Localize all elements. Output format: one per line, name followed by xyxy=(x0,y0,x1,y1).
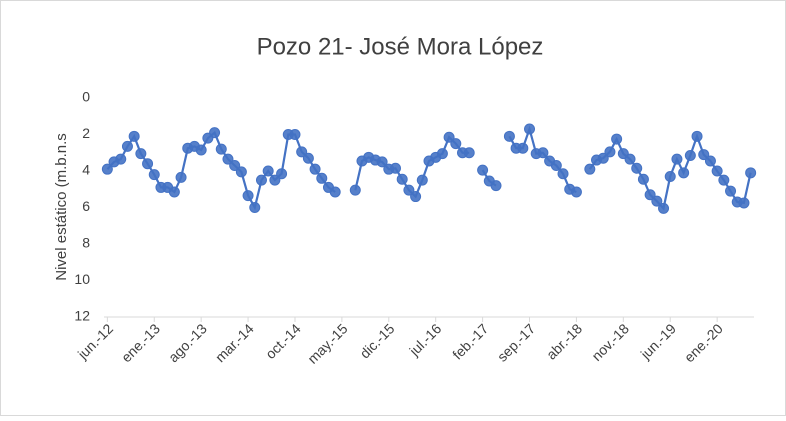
y-tick-label: 12 xyxy=(74,308,90,324)
data-point xyxy=(684,149,696,161)
data-point xyxy=(168,186,180,198)
data-point xyxy=(255,174,267,186)
y-tick-label: 6 xyxy=(82,198,90,214)
data-point xyxy=(477,164,489,176)
data-point xyxy=(209,127,221,139)
data-point xyxy=(678,167,690,179)
data-point xyxy=(651,195,663,207)
data-point xyxy=(711,165,723,177)
data-point xyxy=(121,140,133,152)
data-point xyxy=(611,133,623,145)
data-point xyxy=(557,168,569,180)
data-point xyxy=(604,146,616,158)
data-point xyxy=(443,131,455,143)
data-point xyxy=(584,163,596,175)
y-axis-title: Nivel estático (m.b.n.s xyxy=(53,133,70,281)
data-point xyxy=(745,167,757,179)
data-point xyxy=(570,186,582,198)
data-point xyxy=(148,169,160,181)
data-point xyxy=(316,172,328,184)
data-point xyxy=(410,191,422,203)
data-point xyxy=(597,152,609,164)
data-point xyxy=(329,186,341,198)
data-point xyxy=(691,130,703,142)
data-point xyxy=(142,158,154,170)
data-point xyxy=(135,148,147,160)
y-tick-label: 0 xyxy=(82,89,90,105)
data-point xyxy=(450,138,462,150)
data-point xyxy=(249,202,261,213)
y-tick-label: 8 xyxy=(82,235,90,251)
data-point xyxy=(302,152,314,164)
data-point xyxy=(537,147,549,159)
data-point xyxy=(175,171,187,183)
data-point xyxy=(436,148,448,160)
data-point xyxy=(309,163,321,175)
data-point xyxy=(215,143,227,155)
data-point xyxy=(349,184,361,196)
data-point xyxy=(376,156,388,168)
y-tick-label: 10 xyxy=(74,271,90,287)
data-point xyxy=(296,146,308,158)
data-point xyxy=(289,129,301,140)
data-point xyxy=(115,153,127,165)
data-point xyxy=(631,162,643,174)
data-point xyxy=(550,160,562,172)
data-point xyxy=(637,173,649,185)
data-point xyxy=(718,174,730,186)
data-point xyxy=(416,174,428,186)
data-point xyxy=(704,155,716,167)
data-point xyxy=(262,165,274,177)
data-point xyxy=(517,142,529,154)
data-point xyxy=(403,184,415,196)
data-point xyxy=(128,130,140,142)
data-point xyxy=(276,168,288,180)
data-point xyxy=(269,174,281,186)
data-point xyxy=(463,147,475,159)
data-point xyxy=(195,144,207,156)
data-point xyxy=(396,173,408,185)
data-point xyxy=(490,180,502,192)
data-point xyxy=(725,185,737,197)
y-tick-label: 2 xyxy=(82,125,90,141)
data-point xyxy=(101,163,113,175)
data-point xyxy=(671,153,683,165)
data-point xyxy=(222,153,234,165)
data-point xyxy=(229,160,241,172)
chart-title: Pozo 21- José Mora López xyxy=(257,33,544,60)
data-point xyxy=(503,130,515,142)
data-point xyxy=(624,153,636,165)
data-point xyxy=(242,190,254,202)
data-point xyxy=(644,189,656,201)
data-point xyxy=(235,166,247,178)
data-point xyxy=(738,197,750,209)
data-point xyxy=(698,149,710,161)
data-point xyxy=(524,123,536,135)
data-point xyxy=(389,162,401,174)
data-point xyxy=(664,170,676,182)
data-point xyxy=(658,202,670,214)
y-tick-label: 4 xyxy=(82,162,90,178)
